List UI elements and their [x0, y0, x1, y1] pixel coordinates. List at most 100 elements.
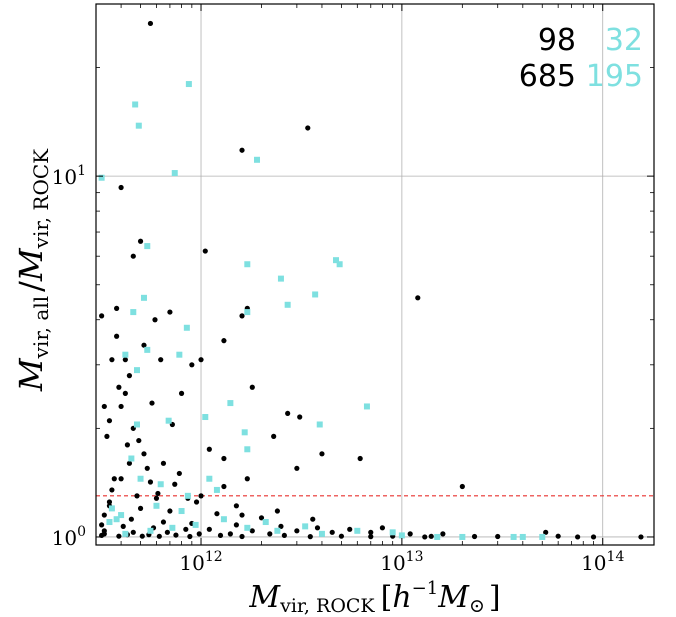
black-circle-point: [183, 526, 189, 532]
black-circle-point: [193, 499, 200, 505]
black-circle-point: [141, 451, 147, 457]
black-circle-point: [249, 528, 255, 534]
black-circle-point: [202, 248, 208, 254]
black-circle-point: [244, 476, 250, 482]
black-circle-point: [543, 529, 549, 535]
cyan-square-point: [122, 530, 129, 537]
black-circle-point: [428, 533, 434, 539]
cyan-square-point: [519, 533, 526, 540]
black-circle-point: [357, 455, 363, 462]
cyan-square-point: [130, 309, 137, 316]
black-circle-point: [106, 418, 113, 424]
cyan-square-point: [192, 521, 199, 528]
black-circle-point: [221, 455, 227, 462]
black-circle-point: [239, 512, 245, 518]
cyan-square-point: [108, 505, 115, 512]
black-circle-point: [307, 534, 313, 540]
x-tick-label: 1012: [179, 549, 222, 575]
cyan-square-point: [165, 417, 172, 424]
black-circle-point: [294, 465, 300, 471]
cyan-square-point: [113, 516, 120, 523]
black-circle-point: [555, 533, 561, 539]
tick-labels: 1012 1013 1014 100 101: [52, 163, 625, 575]
black-circle-point: [173, 532, 179, 538]
black-circle-point: [101, 403, 107, 410]
cyan-square-point: [227, 400, 234, 407]
black-circle-point: [239, 147, 245, 153]
x-title-msun: M: [437, 580, 470, 615]
cyan-square-point: [336, 261, 343, 268]
black-circle-point: [368, 534, 374, 540]
cyan-square-point: [262, 519, 269, 526]
cyan-square-point: [144, 346, 151, 353]
y-title-s1: vir, all: [29, 296, 53, 360]
black-circle-point: [101, 512, 107, 518]
cyan-square-point: [132, 101, 139, 108]
black-circle-point: [136, 437, 142, 444]
cyan-square-point: [284, 301, 291, 308]
black-circle-point: [440, 531, 446, 537]
black-circle-point: [122, 390, 128, 396]
cyan-square-point: [133, 367, 140, 374]
black-circle-point: [164, 529, 170, 535]
black-circle-point: [495, 533, 501, 540]
black-circle-point: [239, 533, 245, 540]
black-circle-point: [122, 357, 128, 363]
x-title-m: M: [248, 580, 281, 615]
cyan-square-point: [274, 527, 281, 534]
cyan-square-point: [302, 523, 309, 530]
cyan-square-point: [98, 174, 105, 181]
black-circle-point: [281, 532, 287, 539]
black-circle-point: [147, 20, 154, 27]
black-circle-point: [137, 505, 144, 511]
black-circle-point: [116, 533, 122, 539]
cyan-square-point: [333, 257, 340, 264]
black-circle-point: [314, 525, 321, 531]
black-circle-point: [196, 531, 202, 537]
black-circle-point: [233, 522, 239, 528]
cyan-square-point: [122, 351, 129, 358]
black-circle-point: [118, 184, 124, 191]
black-circle-point: [155, 490, 161, 497]
cyan-square-point: [171, 170, 178, 177]
black-circle-point: [104, 433, 110, 439]
cyan-square-point: [241, 429, 248, 436]
black-circle-point: [407, 531, 413, 537]
cyan-square-point: [398, 532, 405, 539]
count-black-bottom: 685: [519, 59, 576, 94]
black-circle-point: [415, 295, 421, 301]
black-circle-point: [347, 526, 353, 532]
x-axis-title: Mvir, ROCK [h−1M⊙]: [248, 578, 500, 617]
black-circle-point: [221, 483, 227, 490]
black-circle-point: [471, 533, 478, 540]
black-circle-point: [278, 523, 284, 529]
black-circle-point: [118, 403, 124, 410]
cyan-square-point: [220, 516, 227, 523]
black-circle-point: [422, 534, 428, 540]
cyan-square-point: [133, 421, 140, 428]
black-circle-point: [305, 125, 311, 131]
black-circle-point: [109, 487, 115, 493]
black-circle-point: [141, 342, 147, 348]
y-title-m2: M: [12, 247, 50, 282]
x-title-sun: ⊙: [469, 595, 485, 617]
cyan-square-point: [510, 533, 517, 540]
y-tick-label: 101: [52, 163, 86, 189]
black-circle-point: [167, 508, 173, 514]
cyan-square-point: [434, 533, 441, 540]
black-circle-point: [152, 317, 158, 323]
black-circle-point: [160, 460, 167, 466]
black-circle-point: [329, 529, 335, 535]
black-circle-point: [294, 528, 300, 534]
x-title-sub: vir, ROCK: [279, 595, 375, 617]
y-title-slash: /: [12, 281, 50, 292]
black-circle-point: [590, 534, 597, 540]
black-circle-point: [221, 338, 227, 344]
black-circle-point: [130, 253, 136, 259]
black-circle-point: [267, 531, 273, 537]
cyan-square-point: [153, 502, 160, 509]
y-axis-title: Mvir, all/Mvir, ROCK: [12, 148, 53, 392]
black-circle-point: [274, 508, 280, 514]
black-circle-point: [176, 470, 182, 477]
black-circle-point: [114, 333, 120, 339]
